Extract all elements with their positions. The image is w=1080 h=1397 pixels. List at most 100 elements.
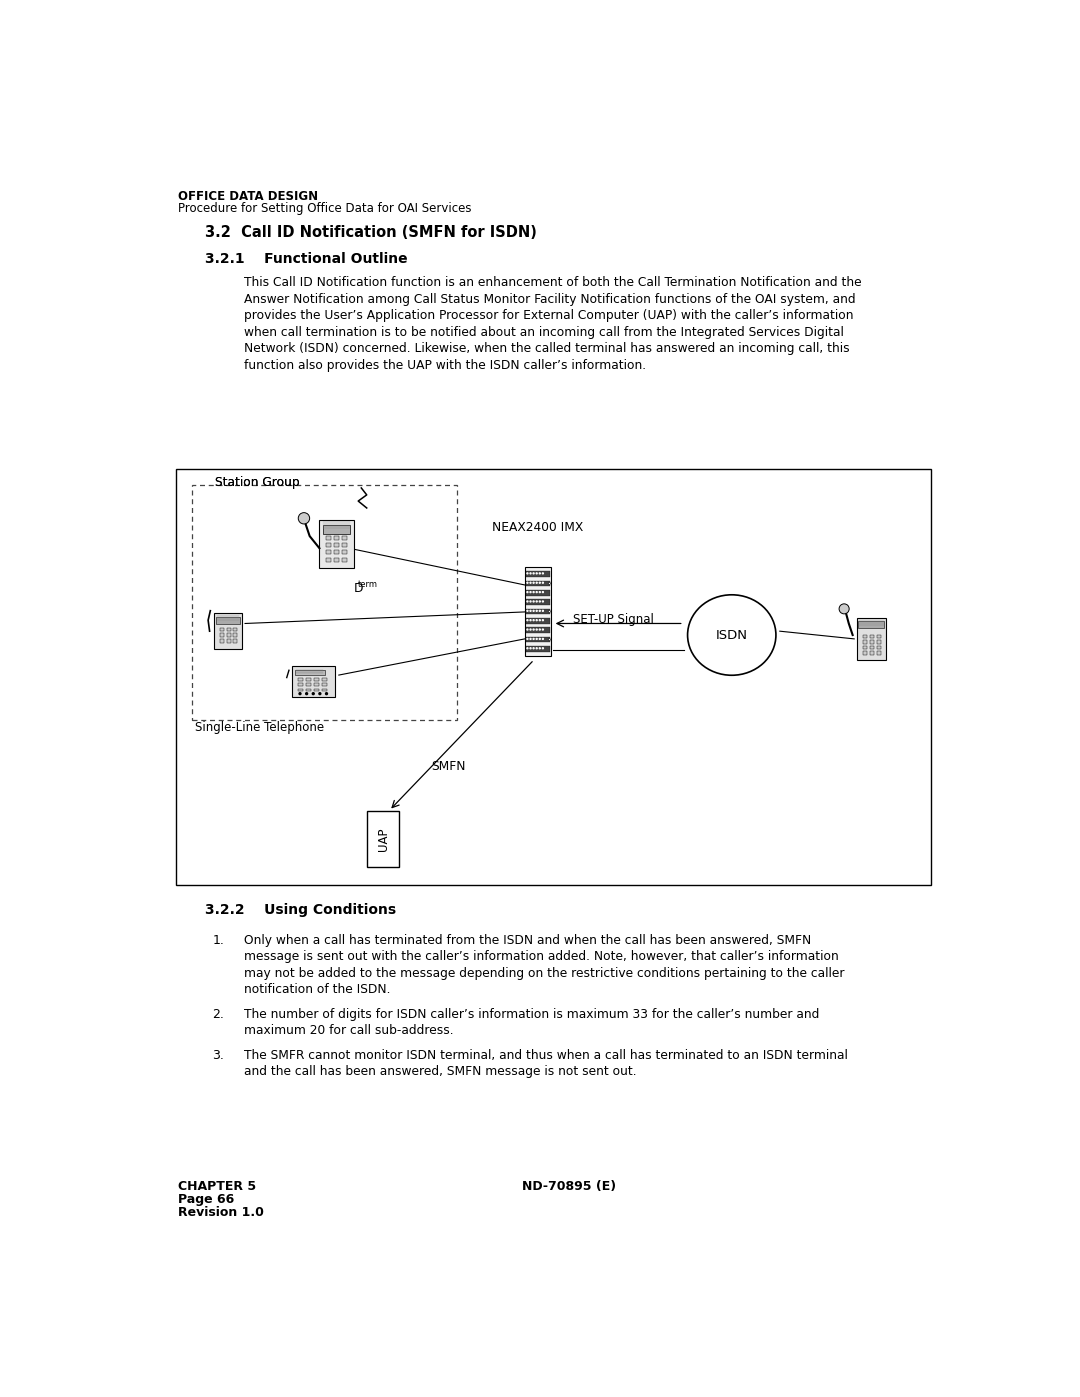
- FancyBboxPatch shape: [323, 679, 327, 682]
- Text: notification of the ISDN.: notification of the ISDN.: [243, 983, 390, 996]
- FancyBboxPatch shape: [526, 609, 550, 615]
- Text: OFFICE DATA DESIGN: OFFICE DATA DESIGN: [177, 190, 318, 203]
- FancyBboxPatch shape: [859, 620, 885, 629]
- FancyBboxPatch shape: [307, 679, 311, 682]
- Text: Network (ISDN) concerned. Likewise, when the called terminal has answered an inc: Network (ISDN) concerned. Likewise, when…: [243, 342, 849, 355]
- FancyBboxPatch shape: [863, 645, 867, 650]
- Circle shape: [299, 693, 301, 694]
- Text: may not be added to the message depending on the restrictive conditions pertaini: may not be added to the message dependin…: [243, 967, 843, 979]
- FancyBboxPatch shape: [220, 633, 224, 637]
- FancyBboxPatch shape: [526, 571, 550, 577]
- FancyBboxPatch shape: [298, 679, 303, 682]
- FancyBboxPatch shape: [323, 689, 327, 692]
- Text: D: D: [353, 583, 363, 595]
- FancyBboxPatch shape: [856, 617, 886, 659]
- FancyBboxPatch shape: [342, 543, 347, 548]
- FancyBboxPatch shape: [863, 640, 867, 644]
- FancyBboxPatch shape: [214, 613, 242, 650]
- FancyBboxPatch shape: [334, 557, 339, 562]
- Text: This Call ID Notification function is an enhancement of both the Call Terminatio: This Call ID Notification function is an…: [243, 277, 861, 289]
- FancyBboxPatch shape: [863, 651, 867, 655]
- FancyBboxPatch shape: [307, 683, 311, 686]
- FancyBboxPatch shape: [323, 525, 350, 535]
- FancyBboxPatch shape: [320, 520, 353, 569]
- FancyBboxPatch shape: [342, 557, 347, 562]
- Text: 3.2.1    Functional Outline: 3.2.1 Functional Outline: [205, 251, 407, 265]
- FancyBboxPatch shape: [298, 689, 303, 692]
- Circle shape: [839, 604, 849, 613]
- FancyBboxPatch shape: [334, 535, 339, 539]
- Text: SMFN: SMFN: [431, 760, 465, 773]
- FancyBboxPatch shape: [314, 679, 320, 682]
- Text: 3.: 3.: [213, 1049, 225, 1062]
- Text: CHAPTER 5: CHAPTER 5: [177, 1180, 256, 1193]
- FancyBboxPatch shape: [176, 469, 931, 886]
- Text: Page 66: Page 66: [177, 1193, 234, 1206]
- FancyBboxPatch shape: [877, 651, 881, 655]
- Circle shape: [298, 513, 310, 524]
- FancyBboxPatch shape: [233, 640, 238, 643]
- Text: Procedure for Setting Office Data for OAI Services: Procedure for Setting Office Data for OA…: [177, 203, 471, 215]
- FancyBboxPatch shape: [869, 651, 874, 655]
- Circle shape: [319, 693, 321, 694]
- FancyBboxPatch shape: [869, 636, 874, 638]
- FancyBboxPatch shape: [877, 645, 881, 650]
- FancyBboxPatch shape: [526, 581, 550, 587]
- Circle shape: [549, 638, 551, 641]
- Text: The number of digits for ISDN caller’s information is maximum 33 for the caller’: The number of digits for ISDN caller’s i…: [243, 1007, 819, 1021]
- Text: Revision 1.0: Revision 1.0: [177, 1207, 264, 1220]
- FancyBboxPatch shape: [233, 627, 238, 631]
- Text: Station Group: Station Group: [215, 475, 299, 489]
- FancyBboxPatch shape: [326, 557, 330, 562]
- FancyBboxPatch shape: [326, 550, 330, 555]
- Circle shape: [549, 583, 551, 584]
- Text: term: term: [359, 580, 378, 588]
- FancyBboxPatch shape: [342, 535, 347, 539]
- Text: when call termination is to be notified about an incoming call from the Integrat: when call termination is to be notified …: [243, 326, 843, 339]
- FancyBboxPatch shape: [216, 616, 240, 624]
- FancyBboxPatch shape: [334, 543, 339, 548]
- FancyBboxPatch shape: [334, 550, 339, 555]
- FancyBboxPatch shape: [227, 640, 230, 643]
- FancyBboxPatch shape: [877, 636, 881, 638]
- Circle shape: [549, 610, 551, 612]
- FancyBboxPatch shape: [295, 669, 325, 675]
- Circle shape: [312, 693, 314, 694]
- FancyBboxPatch shape: [220, 640, 224, 643]
- FancyBboxPatch shape: [342, 550, 347, 555]
- FancyBboxPatch shape: [227, 633, 230, 637]
- FancyBboxPatch shape: [869, 645, 874, 650]
- FancyBboxPatch shape: [526, 627, 550, 633]
- Text: 2.: 2.: [213, 1007, 225, 1021]
- FancyBboxPatch shape: [298, 683, 303, 686]
- Text: function also provides the UAP with the ISDN caller’s information.: function also provides the UAP with the …: [243, 359, 646, 372]
- Text: Station Group: Station Group: [215, 475, 299, 489]
- FancyBboxPatch shape: [233, 633, 238, 637]
- Text: 1.: 1.: [213, 933, 225, 947]
- FancyBboxPatch shape: [323, 683, 327, 686]
- Circle shape: [325, 693, 327, 694]
- FancyBboxPatch shape: [525, 567, 551, 657]
- Circle shape: [306, 693, 308, 694]
- Text: UAP: UAP: [377, 827, 390, 851]
- FancyBboxPatch shape: [227, 627, 230, 631]
- FancyBboxPatch shape: [314, 689, 320, 692]
- FancyBboxPatch shape: [526, 617, 550, 623]
- FancyBboxPatch shape: [367, 812, 400, 866]
- Text: ISDN: ISDN: [716, 629, 747, 641]
- Text: 3.2.2    Using Conditions: 3.2.2 Using Conditions: [205, 902, 396, 916]
- Text: NEAX2400 IMX: NEAX2400 IMX: [491, 521, 583, 534]
- Text: ND-70895 (E): ND-70895 (E): [523, 1180, 617, 1193]
- FancyBboxPatch shape: [869, 640, 874, 644]
- Ellipse shape: [688, 595, 775, 675]
- FancyBboxPatch shape: [307, 689, 311, 692]
- FancyBboxPatch shape: [220, 627, 224, 631]
- FancyBboxPatch shape: [863, 636, 867, 638]
- FancyBboxPatch shape: [292, 666, 335, 697]
- Text: message is sent out with the caller’s information added. Note, however, that cal: message is sent out with the caller’s in…: [243, 950, 838, 964]
- Text: Answer Notification among Call Status Monitor Facility Notification functions of: Answer Notification among Call Status Mo…: [243, 293, 855, 306]
- Text: Single-Line Telephone: Single-Line Telephone: [195, 721, 325, 735]
- Text: SET-UP Signal: SET-UP Signal: [572, 613, 653, 626]
- FancyBboxPatch shape: [326, 535, 330, 539]
- FancyBboxPatch shape: [877, 640, 881, 644]
